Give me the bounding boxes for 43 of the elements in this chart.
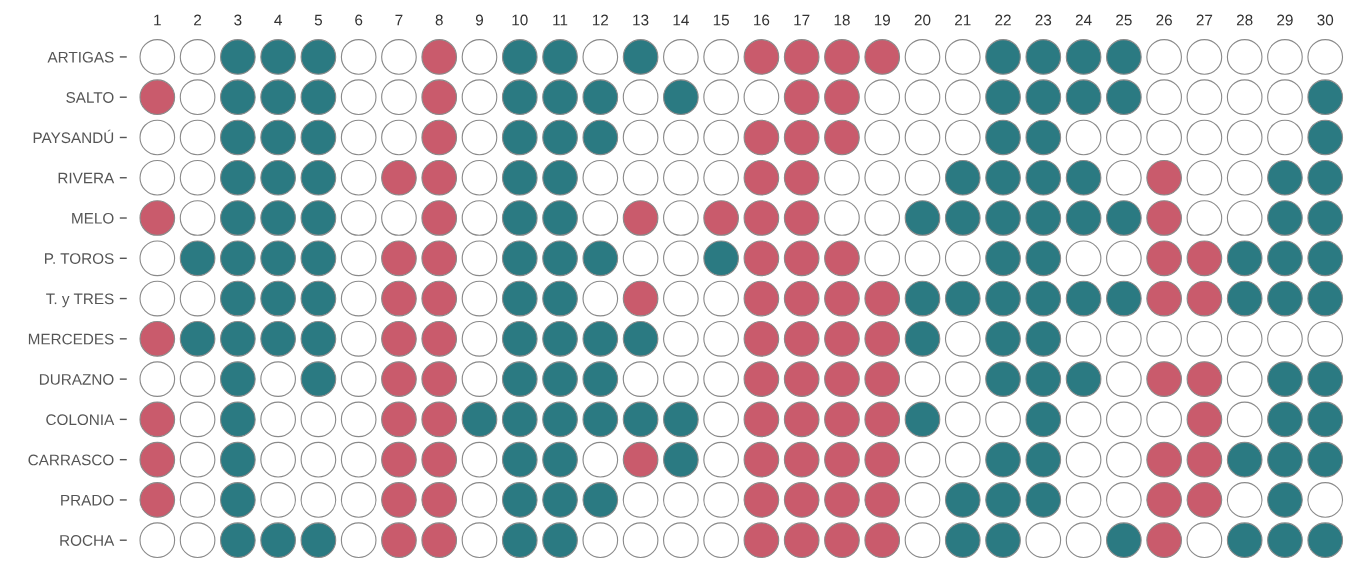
x-tick-label: 3 <box>234 14 242 26</box>
x-tick-label: 24 <box>1075 14 1092 26</box>
y-tick-label: PRADO <box>61 494 114 506</box>
x-tick-label: 25 <box>1116 14 1132 26</box>
y-tick-label: DURAZNO <box>39 373 114 385</box>
x-tick-label: 4 <box>274 14 282 26</box>
x-tick-label: 15 <box>713 14 729 26</box>
x-tick-label: 12 <box>592 14 609 26</box>
x-tick-label: 29 <box>1277 14 1293 26</box>
x-tick-label: 23 <box>1035 14 1052 26</box>
x-tick-label: 28 <box>1236 14 1253 26</box>
x-tick-label: 2 <box>194 14 202 26</box>
x-tick-label: 16 <box>754 14 770 26</box>
x-tick-label: 11 <box>553 14 568 26</box>
y-tick-label: MELO <box>72 212 114 224</box>
x-tick-label: 14 <box>673 14 689 26</box>
x-tick-label: 5 <box>314 14 323 26</box>
x-tick-label: 13 <box>633 14 649 26</box>
y-tick-label: RIVERA <box>58 172 115 184</box>
y-tick-label: PAYSANDÚ <box>33 129 114 144</box>
x-tick-label: 1 <box>154 14 161 26</box>
x-tick-label: 27 <box>1196 14 1213 26</box>
x-tick-label: 20 <box>914 14 931 26</box>
y-tick-label: ARTIGAS <box>47 51 114 63</box>
y-tick-label: P. TOROS <box>45 253 114 264</box>
x-tick-label: 19 <box>874 14 890 26</box>
x-tick-label: 22 <box>995 14 1011 26</box>
x-tick-label: 17 <box>794 14 810 26</box>
y-tick-label: SALTO <box>66 92 114 103</box>
x-tick-label: 30 <box>1317 14 1334 26</box>
y-tick-label: COLONIA <box>46 414 115 426</box>
x-tick-label: 6 <box>355 14 363 26</box>
x-tick-label: 18 <box>834 14 850 26</box>
x-tick-label: 10 <box>512 14 528 26</box>
x-tick-label: 9 <box>475 14 484 26</box>
x-tick-label: 8 <box>435 14 443 26</box>
y-tick-label: MERCEDES <box>28 333 114 345</box>
y-tick-label: CARRASCO <box>28 454 114 466</box>
y-tick-label: T. y TRES <box>46 293 114 308</box>
x-tick-label: 7 <box>395 14 403 26</box>
x-tick-label: 26 <box>1156 14 1172 26</box>
y-tick-label: ROCHA <box>60 535 115 546</box>
x-tick-label: 21 <box>955 14 971 26</box>
